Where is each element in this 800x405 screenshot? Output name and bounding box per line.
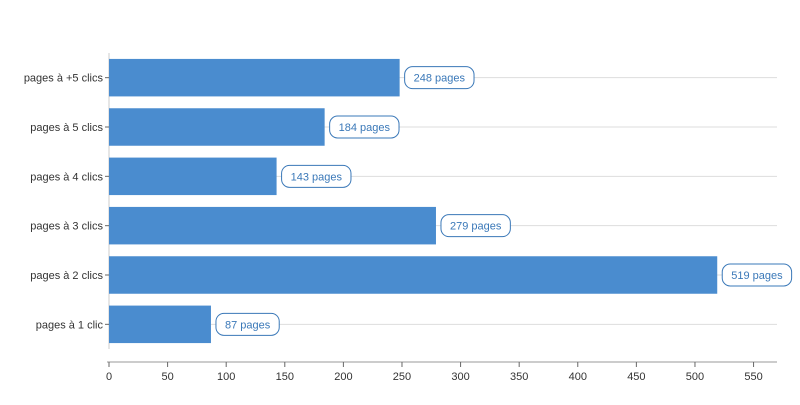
x-tick-label: 400 xyxy=(569,371,587,383)
bar xyxy=(109,206,436,245)
category-label: pages à 2 clics xyxy=(30,270,103,282)
category-label: pages à 1 clic xyxy=(36,319,104,331)
data-label-box xyxy=(329,115,400,139)
category-label: pages à +5 clics xyxy=(24,73,104,85)
bar xyxy=(109,58,400,97)
data-label-box xyxy=(721,263,793,287)
category-label: pages à 4 clics xyxy=(30,171,103,183)
x-tick-label: 250 xyxy=(393,371,411,383)
bar xyxy=(109,305,211,344)
data-label-text: 519 pages xyxy=(731,270,783,282)
data-label-box xyxy=(404,66,475,90)
data-label: 143 pages xyxy=(281,164,352,188)
data-label-text: 184 pages xyxy=(339,122,391,134)
data-label: 279 pages xyxy=(440,214,511,238)
bar xyxy=(109,108,325,146)
x-tick-label: 300 xyxy=(451,371,469,383)
data-label: 184 pages xyxy=(329,115,400,139)
category-label: pages à 5 clics xyxy=(30,122,103,134)
data-label-text: 143 pages xyxy=(291,171,343,183)
x-tick-label: 150 xyxy=(276,371,294,383)
data-label: 87 pages xyxy=(215,312,280,336)
x-tick-label: 50 xyxy=(161,371,173,383)
x-tick-label: 0 xyxy=(106,371,112,383)
x-tick-label: 450 xyxy=(627,371,645,383)
data-label-text: 279 pages xyxy=(450,221,502,233)
data-label-text: 87 pages xyxy=(225,319,271,331)
data-label-text: 248 pages xyxy=(414,73,466,85)
x-tick-label: 550 xyxy=(744,371,762,383)
data-label-box xyxy=(281,164,352,188)
category-label: pages à 3 clics xyxy=(30,221,103,233)
x-tick-label: 500 xyxy=(686,371,704,383)
data-label-box xyxy=(215,312,280,336)
x-tick-label: 200 xyxy=(334,371,352,383)
x-tick-label: 100 xyxy=(217,371,235,383)
data-label: 248 pages xyxy=(404,66,475,90)
bar xyxy=(109,256,718,294)
bar xyxy=(109,157,277,196)
data-label: 519 pages xyxy=(721,263,793,287)
x-tick-label: 350 xyxy=(510,371,528,383)
data-label-box xyxy=(440,214,511,238)
